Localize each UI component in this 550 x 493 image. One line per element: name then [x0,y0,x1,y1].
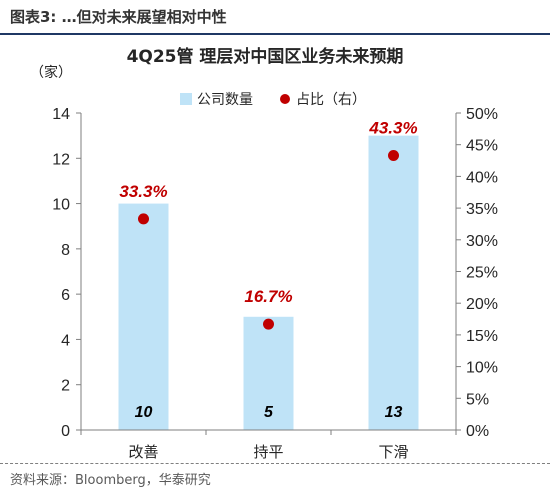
header-rule [0,33,550,35]
bar-1 [243,316,294,430]
point-value-label: 43.3% [368,118,417,137]
y-left-tick-label: 14 [52,106,70,123]
point-value-label: 33.3% [119,182,167,201]
point-2 [388,149,399,161]
y-left-tick-label: 10 [52,197,70,214]
y-right-tick-label: 10% [466,360,498,377]
y-right-tick-label: 45% [466,138,498,155]
y-right-tick-label: 5% [466,391,489,408]
footer-rule [0,463,550,464]
point-1 [263,318,274,330]
bar-0 [118,203,169,430]
x-category-label: 持平 [253,443,283,461]
y-left-tick-label: 12 [52,151,70,168]
y-right-tick-label: 30% [466,233,498,250]
x-category-label: 下滑 [378,443,408,461]
x-category-label: 改善 [128,443,158,461]
bar-value-label: 10 [135,404,153,421]
legend-bar-swatch [180,93,192,105]
source-note: 资料来源：Bloomberg，华泰研究 [10,473,211,488]
y-right-tick-label: 50% [466,106,498,123]
bar-value-label: 13 [385,404,403,421]
point-0 [138,213,149,225]
legend-dot-swatch [280,94,290,104]
y-left-tick-label: 2 [61,378,70,395]
y-unit-label: （家） [30,64,72,81]
legend: 公司数量 占比（右） [180,92,366,108]
bar-value-label: 5 [264,404,274,421]
legend-bar-label: 公司数量 [197,92,253,108]
figure-header: 图表3: …但对未来展望相对中性 [0,0,550,36]
bar-2 [368,135,419,430]
y-right-tick-label: 20% [466,296,498,313]
point-value-label: 16.7% [244,287,292,306]
y-right-tick-label: 15% [466,328,498,345]
y-right-tick-label: 25% [466,265,498,282]
y-left-tick-label: 8 [61,242,70,259]
y-left-tick-label: 6 [61,287,70,304]
chart: 4Q25管 理层对中国区业务未来预期 （家） 公司数量 占比（右） 0 2 4 6 8 1… [30,46,498,461]
legend-dot-label: 占比（右） [296,92,366,108]
figure-title: 图表3: …但对未来展望相对中性 [10,8,227,26]
y-left-tick-label: 0 [61,423,70,440]
plot-area: 0 2 4 6 8 10 12 14 0% 5% 10% 15% 20% 25% 30% 35% 40% 45% 5… [52,106,498,461]
y-right-tick-label: 35% [466,201,498,218]
chart-title: 4Q25管 理层对中国区业务未来预期 [127,46,404,67]
y-right-tick-label: 0% [466,423,489,440]
y-right-tick-label: 40% [466,169,498,186]
y-left-tick-label: 4 [61,332,70,349]
